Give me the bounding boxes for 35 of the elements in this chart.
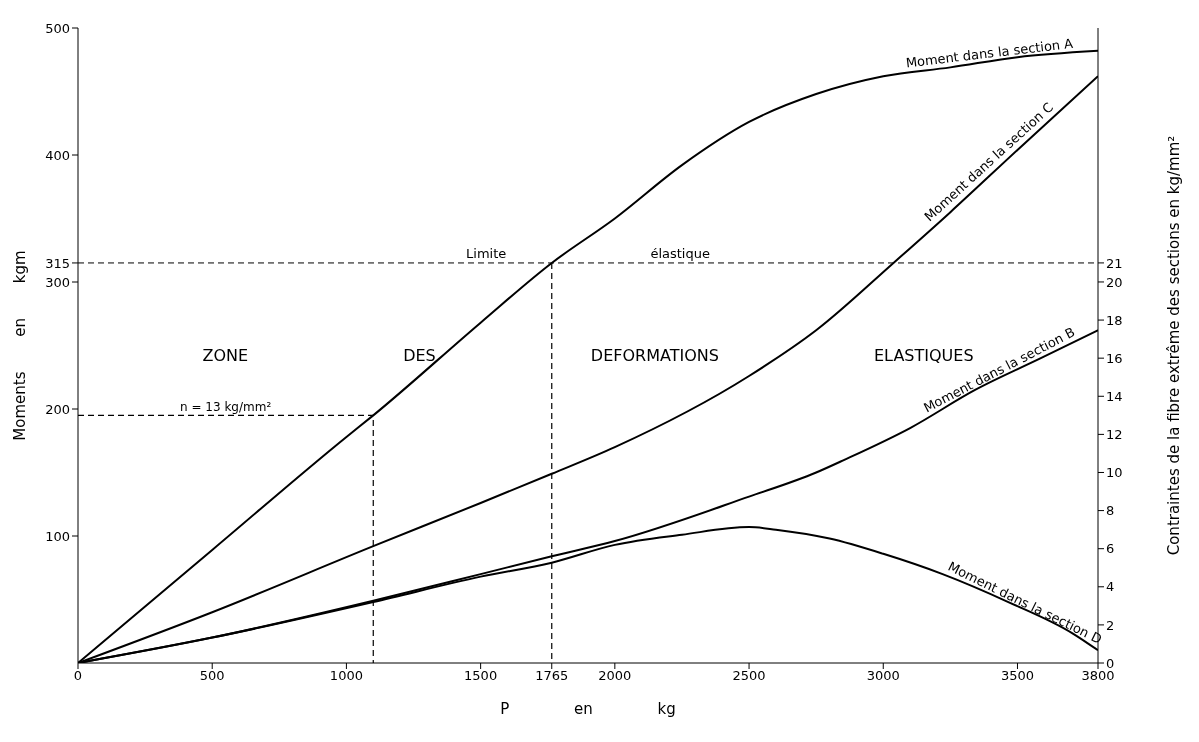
y2-tick-label: 12 (1106, 426, 1123, 442)
y-tick-label: 200 (45, 401, 70, 417)
annotation: ZONE DES DEFORMATIONS ELASTIQUES (202, 346, 974, 366)
x-tick-label: 2000 (598, 668, 632, 684)
annotation: n = 13 kg/mm² (180, 400, 272, 415)
x-tick-label: 0 (73, 668, 83, 684)
y2-tick-label: 4 (1106, 579, 1115, 595)
y-tick-label: 315 (45, 255, 70, 271)
x-tick-label: 500 (199, 668, 225, 684)
ref-line-label: Limite élastique (466, 245, 710, 261)
y-tick-label: 400 (45, 147, 70, 163)
x-tick-label: 1765 (535, 668, 569, 684)
x-tick-label: 1000 (329, 668, 363, 684)
y-tick-label: 300 (45, 274, 70, 290)
y2-tick-label: 0 (1106, 655, 1115, 671)
y2-tick-label: 6 (1106, 541, 1115, 557)
y2-tick-label: 18 (1106, 312, 1123, 328)
text: Moment dans la section A (904, 35, 1074, 71)
y2-tick-label: 16 (1106, 350, 1123, 366)
x-tick-label: 1500 (464, 668, 498, 684)
y2-axis-title: Contraintes de la fibre extrême des sections en kg/mm² (1165, 135, 1184, 556)
y2-tick-label: 20 (1106, 274, 1123, 290)
x-tick-label: 3800 (1081, 668, 1115, 684)
y-tick-label: 100 (45, 528, 70, 544)
y-tick-label: 500 (45, 20, 70, 36)
y2-tick-label: 21 (1106, 255, 1123, 271)
y2-tick-label: 10 (1106, 465, 1123, 481)
x-tick-label: 3500 (1000, 668, 1035, 684)
y-axis-title: Moments en kgm (11, 250, 30, 441)
x-tick-label: 2500 (732, 668, 766, 684)
x-axis-title: P en kg (500, 700, 676, 718)
y2-tick-label: 8 (1106, 503, 1115, 519)
y2-tick-label: 14 (1106, 388, 1123, 404)
y2-tick-label: 2 (1106, 617, 1115, 633)
x-tick-label: 3000 (866, 668, 900, 684)
